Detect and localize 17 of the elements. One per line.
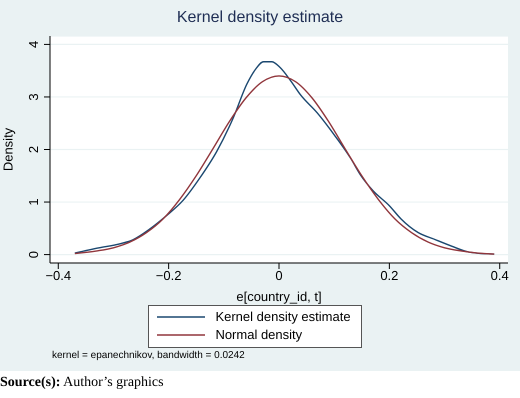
x-tick-label: −0.2 [156, 268, 182, 284]
legend-label: Normal density [215, 326, 302, 344]
y-tick-label: 4 [26, 40, 41, 48]
x-tick-label: −0.4 [45, 268, 72, 284]
x-tick-label: 0.4 [490, 268, 509, 284]
y-tick-label: 2 [26, 146, 41, 154]
text: kernel = epanechnikov, bandwidth = 0.0242 [52, 350, 245, 361]
chart-title: Kernel density estimate [176, 9, 344, 27]
x-axis-title: e[country_id, t] [236, 289, 322, 304]
y-tick-label: 3 [26, 93, 41, 101]
y-tick-label: 0 [26, 250, 41, 258]
source-note: Source(s): Author’s graphics [0, 375, 164, 391]
x-tick-label: 0.2 [380, 268, 398, 284]
y-axis-title: Density [0, 127, 16, 172]
x-tick-label: 0 [275, 268, 283, 284]
legend-label: Kernel density estimate [215, 308, 351, 326]
y-tick-label: 1 [26, 198, 41, 206]
